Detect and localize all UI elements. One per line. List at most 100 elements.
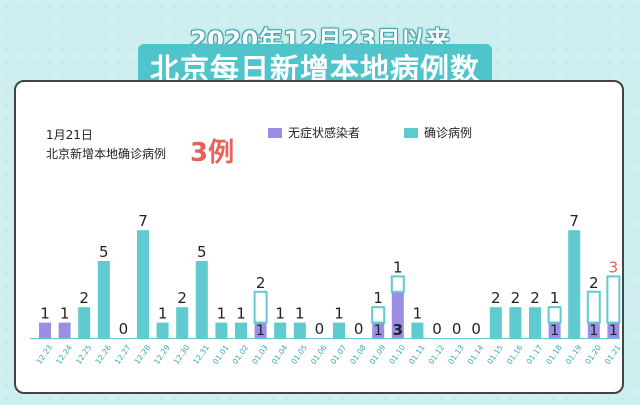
- legend-item-confirmed: 确诊病例: [404, 124, 472, 141]
- bar-confirmed: [97, 261, 110, 338]
- data-label-asymptomatic: 1: [609, 323, 618, 339]
- x-tick-label: 12.28: [133, 343, 153, 366]
- data-label-total: 7: [569, 212, 579, 230]
- x-tick-label: 01.08: [348, 343, 368, 366]
- x-tick-label: 01.13: [446, 343, 466, 366]
- bar-asymptomatic: [607, 322, 620, 338]
- x-tick-label: 01.17: [525, 343, 545, 366]
- data-label-confirmed: 1: [550, 289, 560, 307]
- data-label-total: 1: [158, 305, 168, 323]
- bar-confirmed: [371, 306, 386, 324]
- bar-confirmed: [293, 322, 306, 338]
- legend-swatch-confirmed: [404, 127, 418, 138]
- data-label-total: 5: [99, 243, 109, 261]
- x-tick-label: 01.06: [309, 343, 329, 366]
- bar-confirmed: [253, 290, 268, 324]
- x-tick-label: 01.07: [329, 343, 349, 366]
- annotation-date: 1月21日: [46, 128, 93, 142]
- bar-confirmed: [78, 307, 91, 338]
- x-tick-label: 12.25: [74, 343, 94, 366]
- data-label-total: 0: [432, 320, 442, 338]
- data-label-total: 1: [275, 305, 285, 323]
- bar-confirmed: [509, 307, 522, 338]
- data-label-total: 7: [138, 212, 148, 230]
- data-label-total: 2: [79, 289, 89, 307]
- data-label-confirmed: 3: [609, 258, 619, 276]
- x-tick-label: 01.11: [407, 343, 427, 366]
- annotation-text: 北京新增本地确诊病例: [46, 147, 167, 161]
- x-tick-label: 01.20: [583, 343, 603, 366]
- data-label-asymptomatic: 1: [256, 323, 265, 339]
- x-tick-label: 12.27: [113, 343, 133, 366]
- bar-asymptomatic: [39, 322, 51, 338]
- x-tick-label: 01.14: [466, 343, 486, 366]
- chart-panel: [14, 80, 624, 394]
- data-label-confirmed: 1: [393, 258, 403, 276]
- data-label-total: 1: [217, 305, 227, 323]
- bar-confirmed: [529, 307, 541, 338]
- bar-confirmed: [274, 322, 287, 338]
- data-label-total: 1: [334, 305, 344, 323]
- data-label-total: 2: [491, 289, 501, 307]
- x-tick-label: 01.03: [250, 343, 270, 366]
- bar-confirmed: [586, 290, 601, 324]
- x-tick-label: 12.24: [54, 343, 74, 366]
- bar-asymptomatic: [58, 322, 71, 338]
- bar-asymptomatic: [372, 322, 385, 338]
- bar-confirmed: [235, 322, 247, 338]
- data-label-total: 1: [236, 305, 246, 323]
- x-tick-label: 12.29: [152, 343, 172, 366]
- x-tick-label: 12.26: [93, 343, 113, 366]
- data-label-total: 1: [413, 305, 423, 323]
- x-tick-label: 01.04: [270, 343, 290, 366]
- legend-label-confirmed: 确诊病例: [424, 126, 473, 140]
- data-label-total: 0: [452, 320, 462, 338]
- bar-asymptomatic: [391, 291, 404, 338]
- x-tick-label: 01.10: [387, 343, 407, 366]
- x-tick-label: 12.31: [191, 343, 211, 366]
- bar-confirmed: [156, 322, 169, 338]
- data-label-total: 0: [315, 320, 325, 338]
- data-label-total: 0: [119, 320, 129, 338]
- legend-swatch-asymptomatic: [268, 127, 282, 138]
- bar-confirmed: [333, 322, 345, 338]
- data-label-total: 2: [530, 289, 540, 307]
- data-label-total: 0: [354, 320, 364, 338]
- data-label-asymptomatic: 1: [589, 323, 598, 339]
- bar-confirmed: [390, 275, 405, 293]
- bar-confirmed: [489, 307, 502, 338]
- annotation-value: 3例: [190, 138, 235, 168]
- bar-asymptomatic: [254, 322, 267, 338]
- x-tick-label: 01.15: [485, 343, 505, 366]
- bar-confirmed: [568, 230, 581, 338]
- bar-confirmed: [547, 306, 562, 324]
- data-label-total: 2: [177, 289, 187, 307]
- bar-confirmed: [606, 275, 621, 324]
- bar-confirmed: [195, 261, 208, 338]
- data-label-asymptomatic: 1: [374, 323, 383, 339]
- legend-label-asymptomatic: 无症状感染者: [288, 126, 361, 140]
- legend-item-asymptomatic: 无症状感染者: [268, 124, 360, 141]
- x-tick-label: 01.16: [505, 343, 525, 366]
- data-label-total: 0: [471, 320, 481, 338]
- data-label-asymptomatic: 1: [550, 323, 559, 339]
- data-label-total: 5: [197, 243, 207, 261]
- x-tick-label: 01.01: [211, 343, 231, 366]
- x-tick-label: 01.18: [544, 343, 564, 366]
- data-label-confirmed: 2: [589, 274, 599, 292]
- x-tick-label: 01.12: [427, 343, 447, 366]
- x-tick-label: 12.30: [172, 343, 192, 366]
- x-tick-label: 01.19: [564, 343, 584, 366]
- x-tick-label: 01.02: [231, 343, 251, 366]
- bar-asymptomatic: [587, 322, 600, 338]
- x-tick-label: 01.09: [368, 343, 388, 366]
- data-label-asymptomatic: 3: [393, 321, 403, 339]
- bar-confirmed: [176, 307, 189, 338]
- bar-confirmed: [411, 322, 424, 338]
- bar-asymptomatic: [548, 322, 561, 338]
- data-label-total: 1: [60, 305, 70, 323]
- data-label-confirmed: 2: [256, 274, 266, 292]
- data-label-confirmed: 1: [373, 289, 383, 307]
- x-tick-label: 12.23: [35, 343, 55, 366]
